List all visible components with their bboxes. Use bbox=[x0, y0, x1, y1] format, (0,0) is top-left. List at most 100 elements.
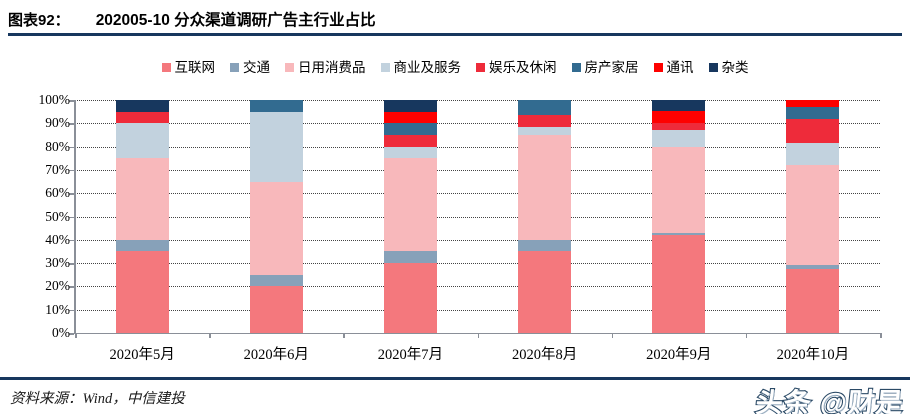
bar-segment bbox=[518, 115, 572, 127]
y-axis-tick-label: 10% bbox=[45, 301, 70, 317]
bar-segment bbox=[518, 100, 572, 116]
x-axis-category-label: 2020年8月 bbox=[511, 347, 578, 363]
legend-label: 娱乐及休闲 bbox=[489, 60, 557, 75]
y-axis-tick bbox=[69, 286, 74, 288]
figure-title: 202005-10 分众渠道调研广告主行业占比 bbox=[95, 12, 376, 29]
bar-segment bbox=[249, 111, 303, 182]
title-divider-line bbox=[8, 33, 902, 36]
y-axis-tick bbox=[69, 100, 74, 102]
gridline bbox=[75, 263, 880, 265]
bar-segment bbox=[518, 251, 572, 333]
legend-item: 交通 bbox=[230, 61, 270, 75]
gridline bbox=[75, 169, 880, 171]
x-axis-category-label: 2020年6月 bbox=[243, 347, 309, 363]
y-axis-tick bbox=[69, 193, 74, 195]
bar-segment bbox=[652, 130, 706, 147]
bar-segment bbox=[652, 232, 706, 236]
gridline bbox=[75, 146, 880, 148]
x-axis-category-label: 2020年10月 bbox=[776, 347, 850, 363]
y-axis-tick-label: 50% bbox=[45, 208, 70, 224]
legend-swatch-icon bbox=[161, 63, 171, 73]
x-axis-tick bbox=[343, 333, 345, 338]
legend-label: 杂类 bbox=[721, 60, 749, 75]
data-source-text: 资料来源：Wind，中信建投 bbox=[10, 391, 185, 407]
legend-item: 房产家居 bbox=[571, 60, 639, 75]
bar-segment bbox=[249, 274, 303, 287]
legend-item: 商业及服务 bbox=[380, 61, 461, 75]
chart-legend: 互联网 交通 日用消费品 商业及服务 娱乐及休闲 房产家居 通讯 杂类 bbox=[0, 61, 910, 75]
y-axis-tick bbox=[69, 239, 74, 242]
y-axis-tick bbox=[69, 216, 74, 218]
x-axis-category-label: 2020年9月 bbox=[646, 347, 712, 363]
gridline bbox=[75, 216, 880, 218]
y-axis-tick bbox=[69, 309, 74, 312]
bar-segment bbox=[249, 100, 303, 112]
bar-segment bbox=[115, 100, 169, 112]
bar-segment bbox=[383, 134, 437, 147]
bar-segment bbox=[652, 146, 706, 233]
y-axis-tick-label: 30% bbox=[45, 255, 70, 271]
legend-label: 通讯 bbox=[666, 60, 694, 75]
gridline bbox=[75, 123, 880, 125]
bar-segment bbox=[786, 118, 840, 144]
y-axis-tick bbox=[69, 123, 74, 125]
bar-segment bbox=[652, 110, 706, 124]
legend-swatch-icon bbox=[653, 63, 663, 73]
bar-segment bbox=[115, 123, 169, 159]
legend-item: 娱乐及休闲 bbox=[476, 61, 557, 75]
legend-label: 房产家居 bbox=[584, 60, 639, 75]
y-axis-tick-label: 90% bbox=[45, 115, 70, 131]
bar-segment bbox=[115, 158, 169, 240]
legend-label: 互联网 bbox=[174, 60, 216, 75]
y-axis-tick bbox=[69, 263, 74, 265]
bar-segment bbox=[652, 235, 706, 333]
legend-item: 日用消费品 bbox=[285, 61, 366, 75]
bar-segment bbox=[652, 123, 706, 131]
gridline bbox=[75, 239, 880, 241]
y-axis-tick bbox=[69, 146, 74, 149]
y-axis-tick-label: 70% bbox=[45, 161, 70, 177]
bar-segment bbox=[383, 111, 437, 124]
x-axis-category-label: 2020年5月 bbox=[109, 347, 175, 363]
y-axis-tick-label: 100% bbox=[38, 92, 71, 107]
plot-area bbox=[75, 100, 880, 333]
bar-segment bbox=[518, 239, 572, 252]
legend-item: 杂类 bbox=[708, 60, 749, 75]
bar-segment bbox=[786, 143, 840, 166]
legend-label: 日用消费品 bbox=[298, 60, 366, 75]
bar-segment bbox=[383, 100, 437, 112]
gridline bbox=[75, 193, 880, 195]
bar-segment bbox=[249, 181, 303, 275]
y-axis-tick-label: 60% bbox=[45, 185, 70, 201]
gridline bbox=[75, 309, 880, 311]
legend-swatch-icon bbox=[230, 63, 239, 73]
bar-segment bbox=[518, 134, 572, 240]
bar-segment bbox=[383, 158, 437, 252]
legend-label: 交通 bbox=[243, 60, 270, 75]
x-axis-category-label: 2020年7月 bbox=[377, 347, 444, 363]
legend-swatch-icon bbox=[708, 63, 718, 73]
bar-segment bbox=[383, 146, 437, 159]
y-axis-line bbox=[74, 100, 76, 334]
y-axis-tick-label: 20% bbox=[45, 278, 70, 294]
legend-swatch-icon bbox=[285, 63, 294, 73]
bar-segment bbox=[115, 111, 169, 124]
x-axis-tick bbox=[745, 333, 748, 338]
x-axis-tick bbox=[880, 333, 882, 338]
legend-swatch-icon bbox=[571, 63, 581, 73]
x-axis-tick bbox=[209, 333, 211, 338]
bar-segment bbox=[383, 263, 437, 333]
y-axis-tick bbox=[69, 333, 74, 335]
bar-segment bbox=[249, 286, 303, 333]
figure-number-label: 图表92： bbox=[8, 12, 70, 29]
y-axis-tick bbox=[69, 169, 74, 172]
y-axis-tick-label: 0% bbox=[52, 325, 70, 340]
legend-swatch-icon bbox=[476, 63, 485, 73]
bar-segment bbox=[786, 268, 840, 333]
gridline bbox=[75, 100, 880, 101]
y-axis-tick-label: 40% bbox=[45, 231, 70, 247]
x-axis-tick bbox=[477, 333, 479, 338]
legend-item: 互联网 bbox=[161, 60, 216, 75]
gridline bbox=[75, 286, 880, 288]
